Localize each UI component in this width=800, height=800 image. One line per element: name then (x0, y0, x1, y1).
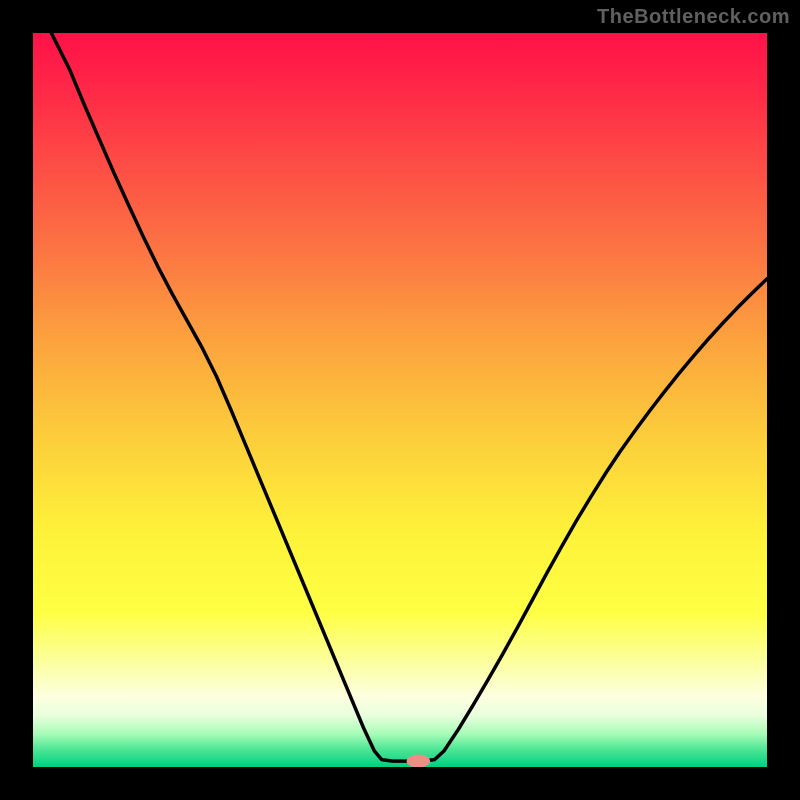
watermark-text: TheBottleneck.com (597, 6, 790, 29)
bottleneck-chart (0, 0, 800, 800)
chart-container: TheBottleneck.com (0, 0, 800, 800)
optimal-marker (407, 755, 430, 768)
